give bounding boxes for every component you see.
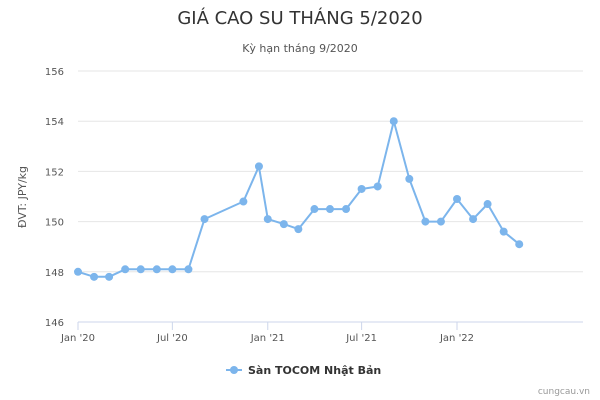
data-point[interactable] [342,205,351,214]
credit-text[interactable]: cungcau.vn [538,387,590,397]
data-point[interactable] [373,182,382,191]
data-point[interactable] [436,217,445,226]
data-point[interactable] [499,227,508,236]
legend-marker [230,366,238,374]
x-tick-label: Jan '20 [60,333,95,344]
x-tick-label: Jan '22 [439,333,474,344]
data-point[interactable] [469,215,478,224]
data-point[interactable] [325,205,334,214]
data-point[interactable] [105,272,114,281]
data-point[interactable] [389,117,398,126]
x-axis-ticks: Jan '20 Jul '20 Jan '21 Jul '21 Jan '22 [60,322,474,344]
x-tick-label: Jan '21 [250,333,285,344]
data-point[interactable] [239,197,248,206]
x-tick-label: Jul '20 [156,333,188,344]
legend-label[interactable]: Sàn TOCOM Nhật Bản [248,364,381,377]
data-point[interactable] [294,225,303,234]
y-axis-title: ĐVT: JPY/kg [16,166,29,228]
series-group [74,117,524,281]
x-tick-label: Jul '21 [345,333,377,344]
data-point[interactable] [405,174,414,183]
legend[interactable]: Sàn TOCOM Nhật Bản [226,364,381,377]
y-tick-label: 154 [45,117,64,128]
data-point[interactable] [200,215,209,224]
y-gridlines [78,70,583,323]
data-point[interactable] [515,240,524,249]
data-point[interactable] [279,220,288,229]
y-tick-label: 156 [45,67,64,78]
data-point[interactable] [136,265,145,274]
data-point[interactable] [421,217,430,226]
y-axis-ticks: 146 148 150 152 154 156 [45,67,64,329]
y-tick-label: 146 [45,318,64,329]
data-point[interactable] [74,267,82,276]
data-point[interactable] [357,184,366,193]
data-point[interactable] [453,195,462,204]
data-point[interactable] [184,265,193,274]
chart-subtitle: Kỳ hạn tháng 9/2020 [242,42,358,55]
data-point[interactable] [483,200,492,209]
data-point[interactable] [152,265,161,274]
data-point[interactable] [90,272,99,281]
data-point[interactable] [310,205,319,214]
y-tick-label: 150 [45,218,64,229]
data-point[interactable] [254,162,263,171]
data-point[interactable] [121,265,130,274]
y-tick-label: 148 [45,268,64,279]
series-line [77,120,520,278]
chart-title: GIÁ CAO SU THÁNG 5/2020 [177,7,422,29]
data-point[interactable] [263,215,272,224]
y-tick-label: 152 [45,167,64,178]
data-point[interactable] [168,265,177,274]
